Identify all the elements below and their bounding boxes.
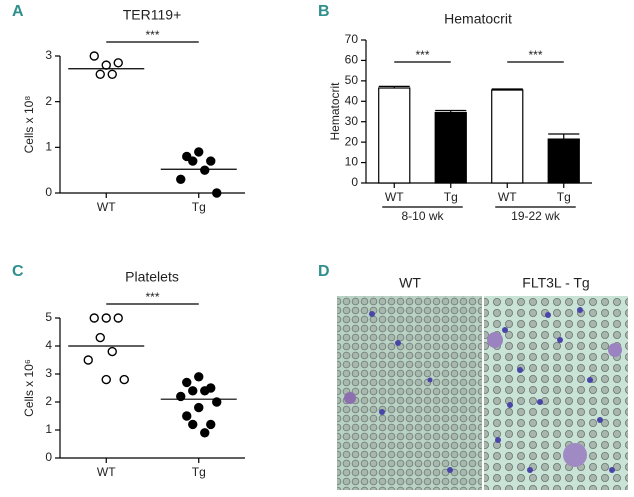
data-point — [188, 386, 198, 396]
data-point — [200, 428, 210, 438]
data-point — [200, 165, 210, 175]
y-tick-label: 2 — [45, 94, 52, 108]
data-point — [176, 391, 186, 402]
y-tick-label: 20 — [345, 134, 359, 148]
data-point — [95, 69, 105, 79]
bar — [491, 89, 524, 184]
data-point — [113, 313, 123, 323]
data-point — [200, 386, 210, 396]
bar — [547, 138, 580, 184]
bar — [378, 87, 411, 184]
data-point — [101, 374, 111, 385]
data-point — [182, 377, 192, 388]
group-label: 8-10 wk — [401, 209, 444, 223]
group-label: 19-22 wk — [511, 209, 561, 223]
y-tick-label: 3 — [45, 366, 52, 380]
significance-label: *** — [145, 290, 159, 304]
micrograph-image — [337, 296, 482, 490]
significance-label: *** — [528, 48, 542, 62]
micrograph-image — [484, 296, 628, 490]
data-point — [107, 69, 117, 79]
y-tick-label: 3 — [45, 48, 52, 62]
y-axis-label: Hematocrit — [328, 82, 342, 141]
data-point — [212, 397, 222, 407]
y-axis-label: Cells x 10⁸ — [22, 96, 36, 154]
y-tick-label: 0 — [45, 450, 52, 464]
data-point — [182, 151, 192, 162]
data-point — [101, 313, 111, 323]
significance-label: *** — [145, 28, 159, 42]
micrograph-panel: D WT FLT3L - Tg — [318, 263, 628, 490]
y-tick-label: 4 — [45, 338, 52, 352]
data-point — [83, 355, 93, 365]
x-tick-label: WT — [498, 190, 517, 204]
chart-title: TER119+ — [123, 7, 182, 23]
stained-cells — [344, 307, 622, 473]
data-point — [89, 313, 99, 323]
y-tick-label: 0 — [45, 185, 52, 199]
y-tick-label: 40 — [345, 93, 359, 107]
data-point — [182, 411, 192, 421]
data-point — [206, 419, 216, 430]
y-tick-label: 50 — [345, 73, 359, 87]
y-tick-label: 60 — [345, 53, 359, 67]
data-point — [212, 188, 222, 198]
data-point — [101, 60, 111, 70]
data-point — [194, 402, 204, 413]
x-tick-label: WT — [97, 465, 116, 479]
data-point — [95, 332, 105, 343]
y-tick-label: 1 — [45, 422, 52, 436]
data-point — [89, 51, 99, 61]
panel-letter: A — [12, 3, 24, 20]
x-tick-label: WT — [385, 190, 404, 204]
y-tick-label: 5 — [45, 310, 52, 324]
x-tick-label: WT — [97, 200, 116, 214]
data-point — [194, 147, 204, 157]
significance-label: *** — [415, 48, 429, 62]
data-point — [176, 174, 186, 185]
y-tick-label: 30 — [345, 114, 359, 128]
chart-title: Platelets — [125, 269, 179, 285]
panel-letter: C — [12, 263, 24, 280]
micrograph-label: WT — [399, 275, 421, 291]
data-point — [206, 156, 216, 166]
data-point — [188, 419, 198, 430]
y-axis-label: Cells x 10⁶ — [22, 359, 36, 417]
data-point — [188, 156, 198, 166]
x-tick-label: Tg — [192, 465, 206, 479]
x-tick-label: Tg — [557, 190, 571, 204]
x-tick-label: Tg — [192, 200, 206, 214]
panel-letter: D — [318, 263, 330, 280]
data-point — [194, 372, 204, 382]
y-tick-label: 0 — [351, 175, 358, 189]
x-tick-label: Tg — [444, 190, 458, 204]
data-point — [119, 374, 129, 385]
data-point — [113, 58, 123, 68]
panel-letter: B — [318, 3, 330, 20]
bar — [434, 111, 467, 184]
y-tick-label: 1 — [45, 140, 52, 154]
chart-title: Hematocrit — [444, 11, 512, 27]
y-tick-label: 70 — [345, 32, 359, 46]
data-point — [107, 346, 117, 357]
micrograph-label: FLT3L - Tg — [522, 275, 589, 291]
y-tick-label: 10 — [345, 155, 359, 169]
y-tick-label: 2 — [45, 394, 52, 408]
